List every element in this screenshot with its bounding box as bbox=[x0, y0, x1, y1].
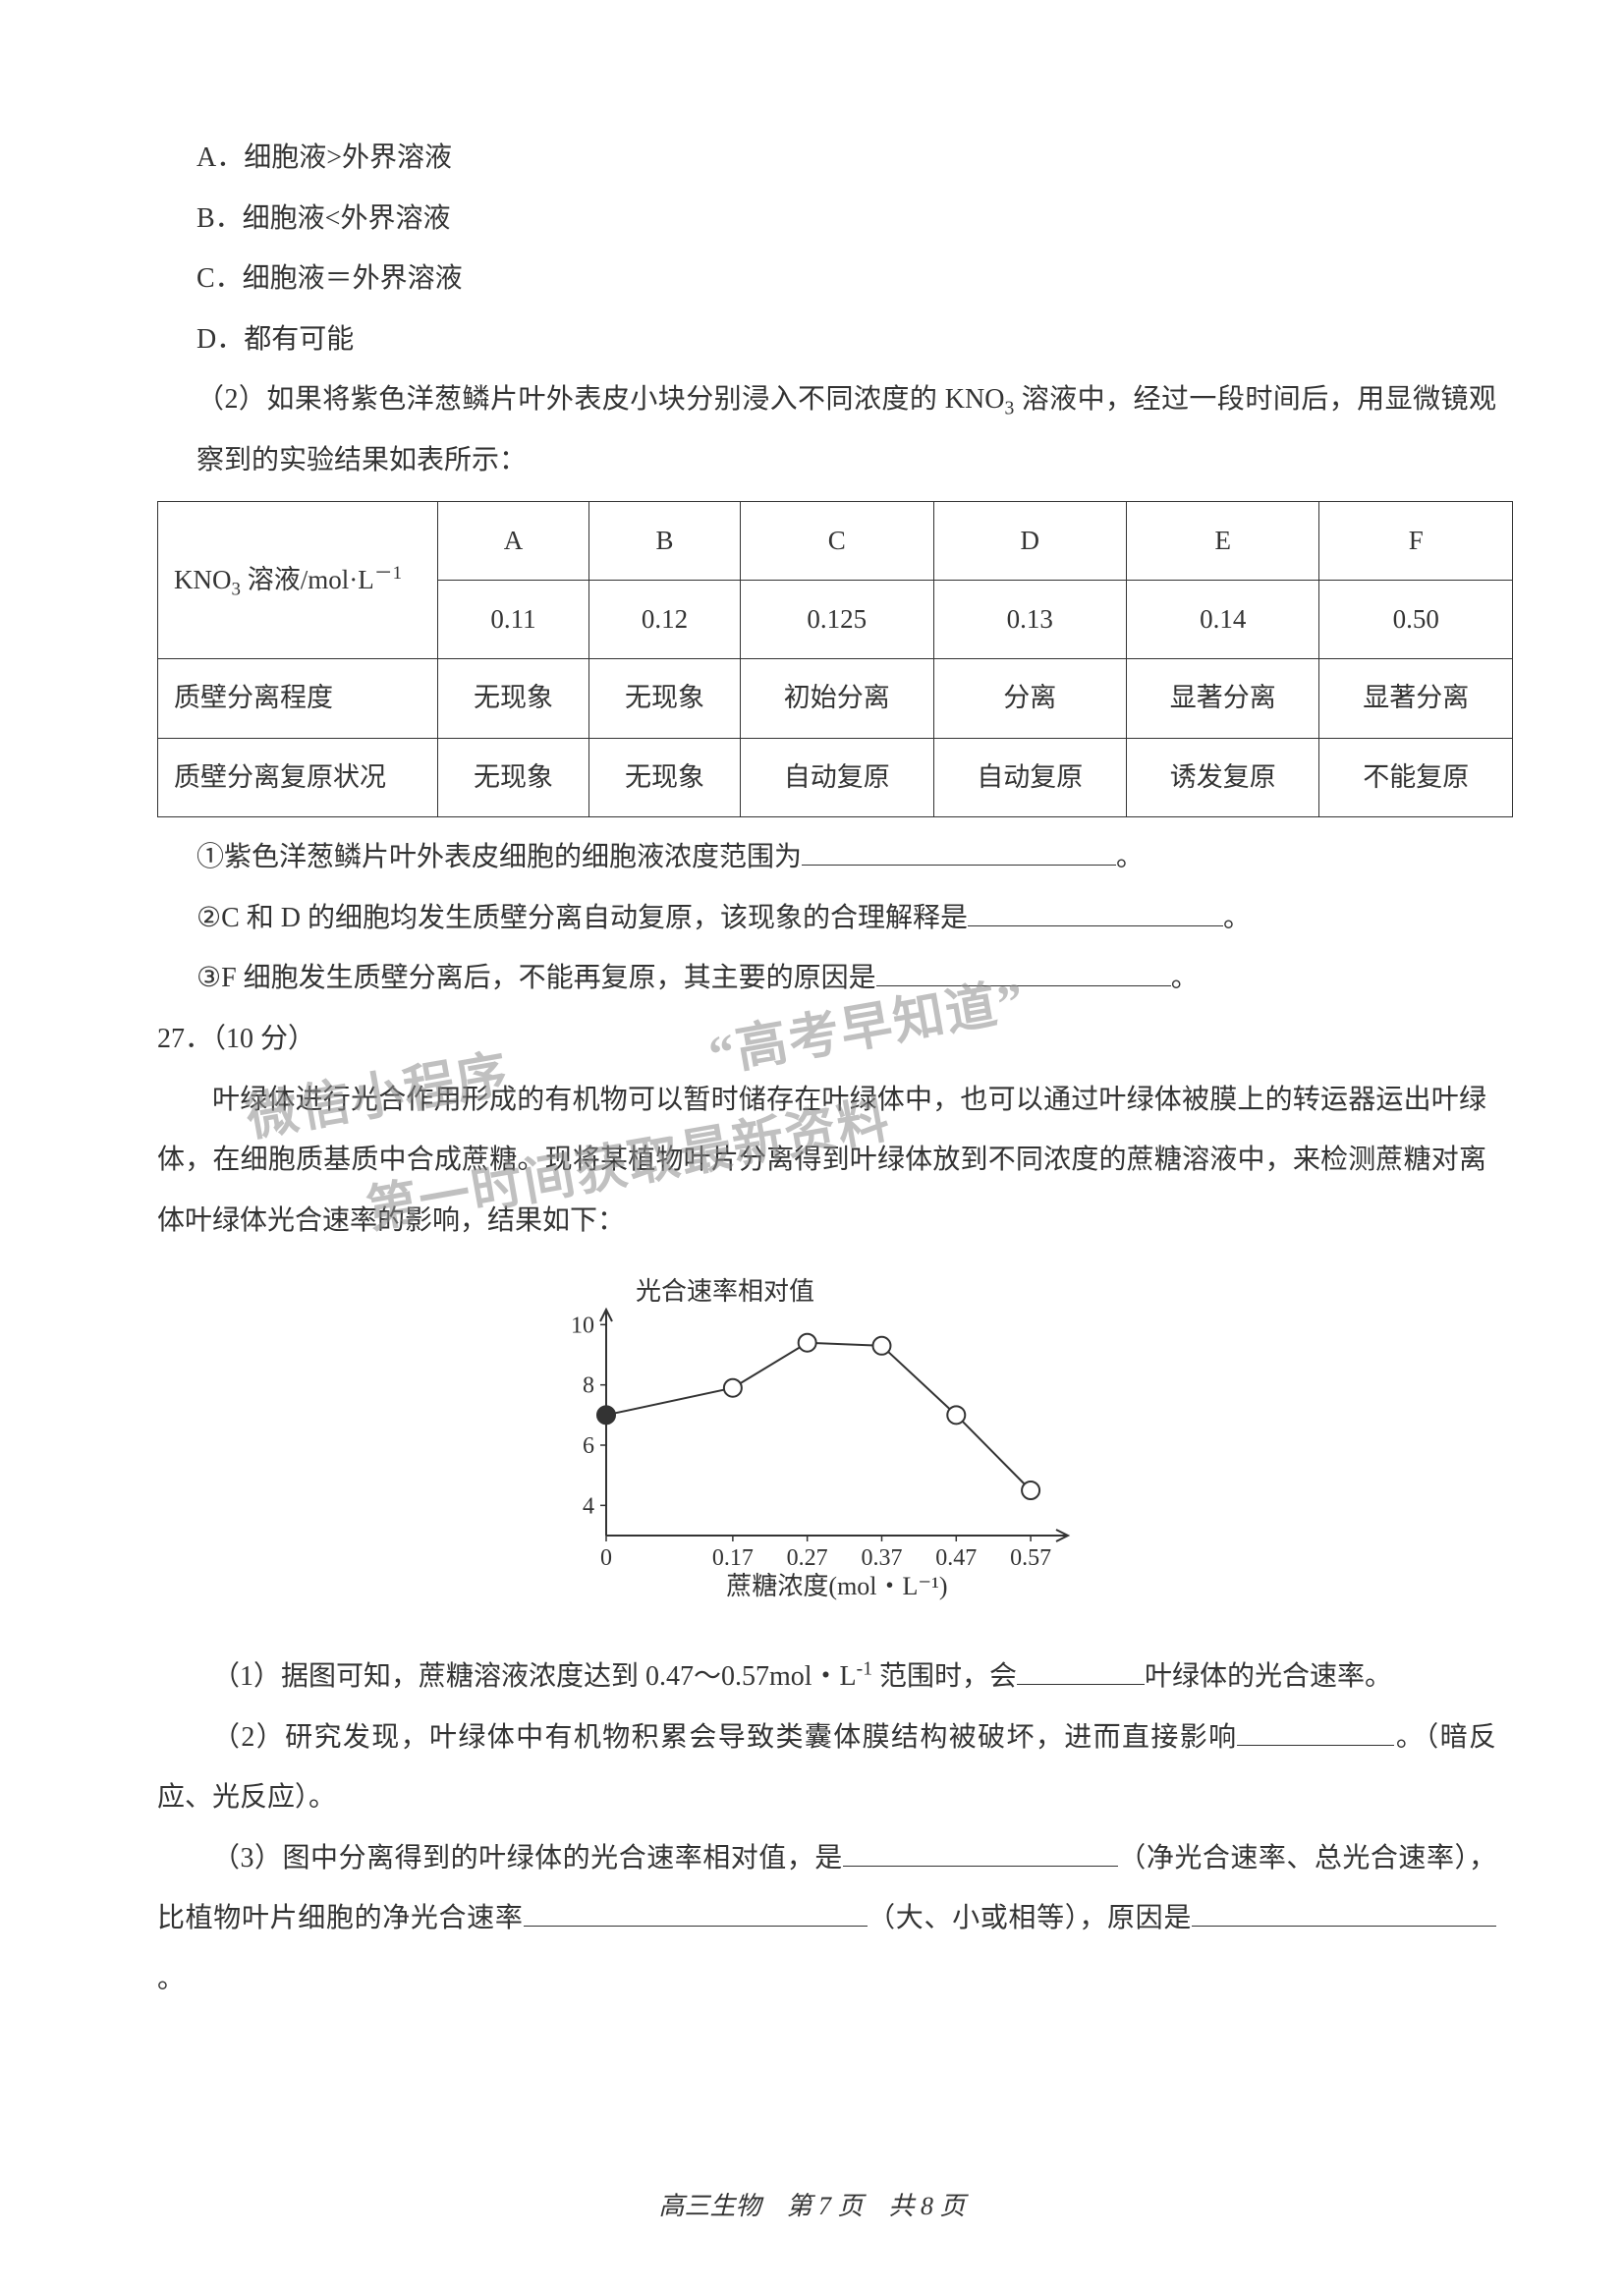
option-a: A．细胞液>外界溶液 bbox=[128, 128, 1496, 189]
svg-text:4: 4 bbox=[583, 1494, 594, 1520]
col-f: F bbox=[1319, 501, 1513, 580]
table-row: KNO3 溶液/mol·L－1 A B C D E F bbox=[158, 501, 1513, 580]
row2-d: 分离 bbox=[933, 659, 1126, 738]
svg-text:6: 6 bbox=[583, 1433, 594, 1459]
q27-heading: 27．（10 分） bbox=[128, 1009, 1496, 1070]
q27-1b: 范围时，会 bbox=[872, 1661, 1017, 1692]
subq1-text: ①紫色洋葱鳞片叶外表皮细胞的细胞液浓度范围为 bbox=[196, 842, 802, 872]
svg-text:0.57: 0.57 bbox=[1010, 1545, 1051, 1571]
q27-3c: （大、小或相等），原因是 bbox=[868, 1903, 1193, 1933]
option-c: C．细胞液＝外界溶液 bbox=[128, 249, 1496, 309]
chart-container: 4 6 8 10 0 0.17 0.27 0.37 0.47 0.57 光合速率相对值蔗糖浓度(mo… bbox=[128, 1270, 1496, 1627]
row3-c: 自动复原 bbox=[741, 738, 933, 816]
col-b: B bbox=[589, 501, 741, 580]
col-e: E bbox=[1127, 501, 1319, 580]
subq3-text: ③F 细胞发生质壁分离后，不能再复原，其主要的原因是 bbox=[196, 963, 876, 993]
row3-b: 无现象 bbox=[589, 738, 741, 816]
svg-text:0.47: 0.47 bbox=[935, 1545, 977, 1571]
table-row: 质壁分离复原状况 无现象 无现象 自动复原 自动复原 诱发复原 不能复原 bbox=[158, 738, 1513, 816]
val-a: 0.11 bbox=[438, 581, 589, 659]
svg-text:8: 8 bbox=[583, 1373, 594, 1399]
col-c: C bbox=[741, 501, 933, 580]
row2-e: 显著分离 bbox=[1127, 659, 1319, 738]
blank-2[interactable] bbox=[968, 895, 1223, 926]
val-d: 0.13 bbox=[933, 581, 1126, 659]
svg-text:0.27: 0.27 bbox=[786, 1545, 827, 1571]
row3-label: 质壁分离复原状况 bbox=[158, 738, 438, 816]
row3-f: 不能复原 bbox=[1319, 738, 1513, 816]
blank-27-2[interactable] bbox=[1237, 1714, 1394, 1746]
q2-text-a: （2）如果将紫色洋葱鳞片叶外表皮小块分别浸入不同浓度的 KNO bbox=[196, 384, 1004, 415]
q2-para: （2）如果将紫色洋葱鳞片叶外表皮小块分别浸入不同浓度的 KNO3 溶液中，经过一… bbox=[128, 369, 1496, 490]
val-f: 0.50 bbox=[1319, 581, 1513, 659]
q27-para: 叶绿体进行光合作用形成的有机物可以暂时储存在叶绿体中，也可以通过叶绿体被膜上的转… bbox=[128, 1070, 1496, 1252]
q27-2: （2）研究发现，叶绿体中有机物积累会导致类囊体膜结构被破坏，进而直接影响。（暗反… bbox=[128, 1707, 1496, 1828]
row3-e: 诱发复原 bbox=[1127, 738, 1319, 816]
subq1-end: 。 bbox=[1116, 842, 1144, 872]
q27-1a: （1）据图可知，蔗糖溶液浓度达到 0.47～0.57mol・L bbox=[212, 1661, 857, 1692]
kno3-table: KNO3 溶液/mol·L－1 A B C D E F 0.11 0.12 0.… bbox=[157, 501, 1513, 818]
row3-a: 无现象 bbox=[438, 738, 589, 816]
row0-label: KNO3 溶液/mol·L－1 bbox=[158, 501, 438, 659]
svg-text:10: 10 bbox=[571, 1314, 594, 1339]
svg-text:光合速率相对值: 光合速率相对值 bbox=[636, 1277, 814, 1306]
val-c: 0.125 bbox=[741, 581, 933, 659]
q27-2a: （2）研究发现，叶绿体中有机物积累会导致类囊体膜结构被破坏，进而直接影响 bbox=[212, 1722, 1237, 1753]
q27-3a: （3）图中分离得到的叶绿体的光合速率相对值，是 bbox=[212, 1843, 843, 1874]
sup-neg1b: -1 bbox=[857, 1659, 872, 1680]
kno3-label-b: 溶液/mol·L bbox=[241, 565, 374, 594]
row3-d: 自动复原 bbox=[933, 738, 1126, 816]
subq-3: ③F 细胞发生质壁分离后，不能再复原，其主要的原因是 。 bbox=[128, 948, 1496, 1009]
val-e: 0.14 bbox=[1127, 581, 1319, 659]
blank-3[interactable] bbox=[876, 956, 1171, 987]
q27-3d: 。 bbox=[157, 1964, 185, 1994]
sub-3b: 3 bbox=[232, 579, 241, 599]
q27-3: （3）图中分离得到的叶绿体的光合速率相对值，是（净光合速率、总光合速率），比植物… bbox=[128, 1828, 1496, 2010]
subq2-text: ②C 和 D 的细胞均发生质壁分离自动复原，该现象的合理解释是 bbox=[196, 903, 968, 933]
table-row: 质壁分离程度 无现象 无现象 初始分离 分离 显著分离 显著分离 bbox=[158, 659, 1513, 738]
svg-text:0.17: 0.17 bbox=[711, 1545, 753, 1571]
q27-1c: 叶绿体的光合速率。 bbox=[1145, 1661, 1392, 1692]
svg-text:0.37: 0.37 bbox=[861, 1545, 902, 1571]
option-d: D．都有可能 bbox=[128, 309, 1496, 370]
sup-neg1: －1 bbox=[374, 563, 402, 584]
blank-1[interactable] bbox=[802, 834, 1116, 866]
svg-text:0: 0 bbox=[600, 1545, 612, 1571]
svg-text:蔗糖浓度(mol・L⁻¹): 蔗糖浓度(mol・L⁻¹) bbox=[726, 1572, 947, 1600]
row2-b: 无现象 bbox=[589, 659, 741, 738]
subq2-end: 。 bbox=[1223, 903, 1251, 933]
subq-1: ①紫色洋葱鳞片叶外表皮细胞的细胞液浓度范围为 。 bbox=[128, 827, 1496, 888]
row2-label: 质壁分离程度 bbox=[158, 659, 438, 738]
kno3-label-a: KNO bbox=[174, 565, 232, 594]
row2-a: 无现象 bbox=[438, 659, 589, 738]
blank-27-3a[interactable] bbox=[843, 1835, 1118, 1867]
col-d: D bbox=[933, 501, 1126, 580]
page-footer: 高三生物 第 7 页 共 8 页 bbox=[0, 2178, 1624, 2234]
blank-27-1[interactable] bbox=[1017, 1653, 1145, 1685]
subq-2: ②C 和 D 的细胞均发生质壁分离自动复原，该现象的合理解释是 。 bbox=[128, 888, 1496, 949]
q27-1: （1）据图可知，蔗糖溶液浓度达到 0.47～0.57mol・L-1 范围时，会 叶… bbox=[128, 1647, 1496, 1707]
blank-27-3c[interactable] bbox=[1192, 1896, 1496, 1928]
col-a: A bbox=[438, 501, 589, 580]
row2-c: 初始分离 bbox=[741, 659, 933, 738]
subq3-end: 。 bbox=[1171, 963, 1199, 993]
sub-3: 3 bbox=[1004, 399, 1014, 419]
row2-f: 显著分离 bbox=[1319, 659, 1513, 738]
val-b: 0.12 bbox=[589, 581, 741, 659]
photosynthesis-chart: 4 6 8 10 0 0.17 0.27 0.37 0.47 0.57 光合速率相对值蔗糖浓度(mo… bbox=[537, 1270, 1088, 1604]
option-b: B．细胞液<外界溶液 bbox=[128, 189, 1496, 250]
exam-page: A．细胞液>外界溶液 B．细胞液<外界溶液 C．细胞液＝外界溶液 D．都有可能 … bbox=[0, 0, 1624, 2293]
blank-27-3b[interactable] bbox=[524, 1896, 868, 1928]
